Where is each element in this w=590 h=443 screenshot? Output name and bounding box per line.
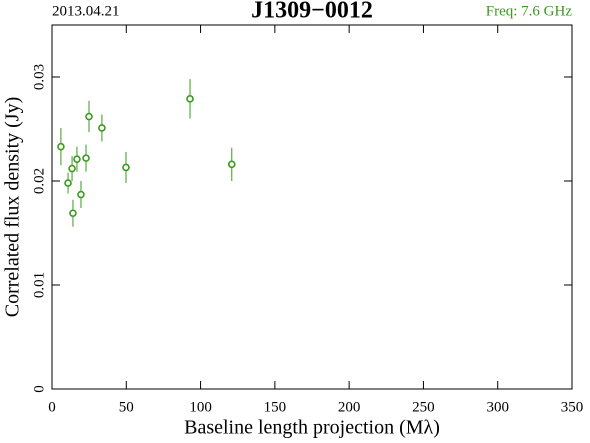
data-point <box>64 179 72 187</box>
chart-title: J1309−0012 <box>251 0 373 24</box>
x-tick-label: 300 <box>486 399 509 415</box>
data-point <box>73 155 81 163</box>
data-point <box>69 209 77 218</box>
x-axis-label: Baseline length projection (Mλ) <box>184 417 440 439</box>
x-tick-label: 200 <box>338 399 361 415</box>
y-tick-label: 0.02 <box>31 168 47 194</box>
data-point <box>122 163 130 172</box>
data-point <box>77 190 85 199</box>
plot-frame <box>51 24 573 390</box>
y-tick-label: 0.01 <box>31 272 47 298</box>
data-point <box>98 124 106 132</box>
x-tick-label: 0 <box>48 399 56 415</box>
data-point <box>57 142 65 151</box>
x-tick-label: 100 <box>189 399 212 415</box>
x-tick-label: 50 <box>119 399 134 415</box>
y-tick-label: 0 <box>31 385 47 393</box>
x-tick-label: 250 <box>412 399 435 415</box>
y-tick-label: 0.03 <box>31 64 47 90</box>
y-axis-label: Correlated flux density (Jy) <box>2 97 24 318</box>
chart-subtitle: Freq: 7.6 GHz <box>486 3 573 19</box>
data-point <box>186 95 194 103</box>
data-point <box>68 164 76 173</box>
data-point <box>82 154 90 162</box>
data-point <box>227 160 236 169</box>
x-tick-label: 350 <box>561 399 584 415</box>
date-label: 2013.04.21 <box>52 3 120 19</box>
x-tick-label: 150 <box>264 399 287 415</box>
data-point <box>85 112 93 121</box>
